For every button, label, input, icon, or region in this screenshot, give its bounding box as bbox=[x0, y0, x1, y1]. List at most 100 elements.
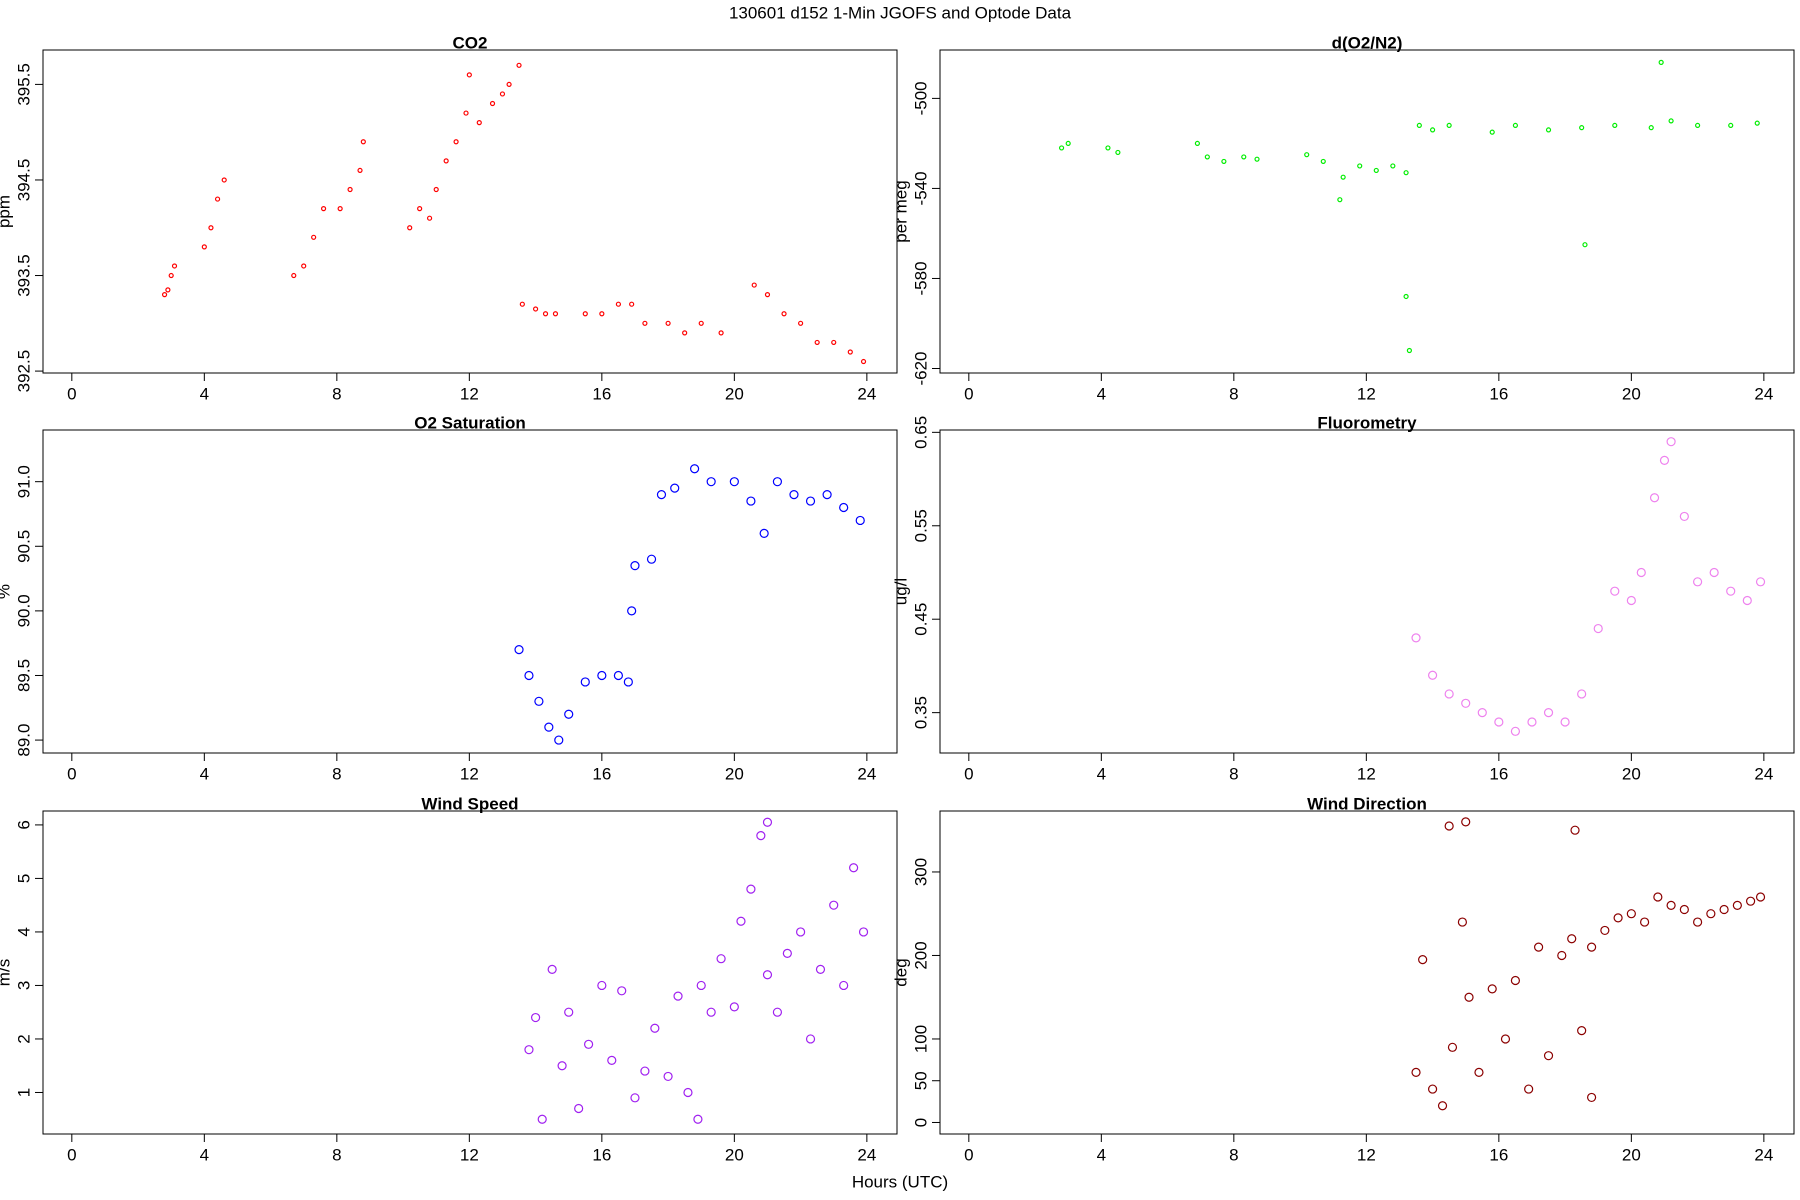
point bbox=[1695, 122, 1701, 129]
x-tick-label: 0 bbox=[964, 764, 973, 783]
x-tick-label: 4 bbox=[200, 384, 209, 403]
point bbox=[530, 1012, 541, 1023]
x-tick-label: 24 bbox=[857, 764, 876, 783]
plot-frame bbox=[939, 49, 1795, 374]
x-tick-label: 0 bbox=[964, 384, 973, 403]
point bbox=[746, 884, 756, 894]
point bbox=[463, 110, 469, 116]
point bbox=[642, 320, 648, 326]
point bbox=[1512, 122, 1519, 129]
x-tick-label: 8 bbox=[1229, 384, 1238, 403]
y-tick-label: -580 bbox=[911, 261, 930, 295]
point bbox=[1304, 152, 1310, 158]
point bbox=[426, 215, 433, 221]
point bbox=[557, 1061, 567, 1071]
y-tick-label: 4 bbox=[14, 927, 33, 936]
point bbox=[1058, 145, 1065, 151]
point bbox=[214, 196, 221, 202]
plot-frame bbox=[939, 429, 1795, 754]
point bbox=[1500, 1034, 1511, 1044]
point bbox=[1626, 595, 1636, 606]
point bbox=[831, 339, 837, 346]
point bbox=[762, 970, 773, 980]
point bbox=[630, 561, 640, 571]
point bbox=[506, 81, 512, 88]
point bbox=[1577, 1026, 1587, 1036]
point bbox=[347, 186, 353, 193]
point bbox=[689, 464, 700, 474]
point bbox=[1461, 817, 1471, 827]
point bbox=[407, 225, 413, 231]
panel-title: CO2 bbox=[453, 33, 488, 52]
y-tick-label: 0.45 bbox=[911, 603, 930, 636]
point bbox=[1461, 698, 1471, 708]
x-tick-label: 0 bbox=[67, 1145, 76, 1164]
point bbox=[1418, 955, 1428, 965]
point bbox=[1527, 717, 1537, 727]
x-tick-label: 24 bbox=[857, 1145, 876, 1164]
x-tick-label: 24 bbox=[1754, 764, 1773, 783]
point bbox=[201, 244, 207, 250]
y-tick-label: 5 bbox=[14, 874, 33, 883]
x-tick-label: 16 bbox=[592, 1145, 611, 1164]
point bbox=[574, 1103, 584, 1114]
point bbox=[627, 606, 637, 616]
x-tick-label: 24 bbox=[1754, 384, 1773, 403]
point bbox=[814, 339, 820, 346]
point bbox=[554, 735, 564, 745]
point bbox=[1429, 127, 1436, 133]
point bbox=[534, 696, 544, 706]
point bbox=[1755, 577, 1766, 587]
point bbox=[1653, 892, 1663, 902]
x-tick-label: 4 bbox=[200, 764, 209, 783]
x-tick-label: 4 bbox=[1097, 764, 1106, 783]
point bbox=[583, 1039, 594, 1049]
point bbox=[1658, 59, 1664, 65]
point bbox=[453, 139, 459, 145]
point bbox=[805, 496, 816, 506]
point bbox=[673, 991, 683, 1001]
point bbox=[1570, 825, 1580, 835]
point bbox=[580, 677, 590, 687]
x-tick-label: 16 bbox=[592, 384, 611, 403]
point bbox=[764, 292, 771, 298]
x-tick-label: 12 bbox=[460, 764, 479, 783]
y-tick-label: 3 bbox=[14, 981, 33, 990]
point bbox=[542, 311, 549, 317]
point bbox=[630, 1093, 640, 1103]
point bbox=[1464, 992, 1474, 1002]
point bbox=[829, 900, 839, 910]
point bbox=[1390, 163, 1396, 169]
point bbox=[1610, 586, 1620, 596]
point bbox=[855, 515, 865, 526]
x-tick-label: 24 bbox=[857, 384, 876, 403]
point bbox=[847, 349, 853, 355]
point bbox=[1742, 595, 1752, 606]
point bbox=[682, 330, 688, 336]
point bbox=[1489, 129, 1495, 135]
y-axis-label: ug/l bbox=[891, 578, 910, 605]
point bbox=[1543, 1051, 1554, 1061]
y-tick-label: 200 bbox=[911, 941, 930, 969]
point bbox=[663, 1071, 673, 1082]
y-tick-label: -500 bbox=[911, 81, 930, 115]
point bbox=[693, 1114, 703, 1124]
y-tick-label: -540 bbox=[911, 171, 930, 205]
point bbox=[706, 477, 716, 487]
y-tick-label: 6 bbox=[14, 820, 33, 829]
point bbox=[1444, 689, 1454, 699]
point bbox=[165, 287, 171, 293]
point bbox=[1403, 170, 1409, 176]
point bbox=[519, 301, 525, 307]
point bbox=[805, 1034, 816, 1044]
point bbox=[466, 72, 472, 78]
point bbox=[736, 916, 746, 926]
y-tick-label: 395.5 bbox=[14, 63, 33, 106]
point bbox=[1679, 904, 1689, 915]
point bbox=[1447, 1042, 1458, 1052]
y-tick-label: 0.65 bbox=[911, 416, 930, 449]
x-tick-label: 12 bbox=[1357, 1145, 1376, 1164]
point bbox=[1437, 1101, 1448, 1111]
point bbox=[1586, 942, 1597, 952]
point bbox=[798, 320, 804, 326]
